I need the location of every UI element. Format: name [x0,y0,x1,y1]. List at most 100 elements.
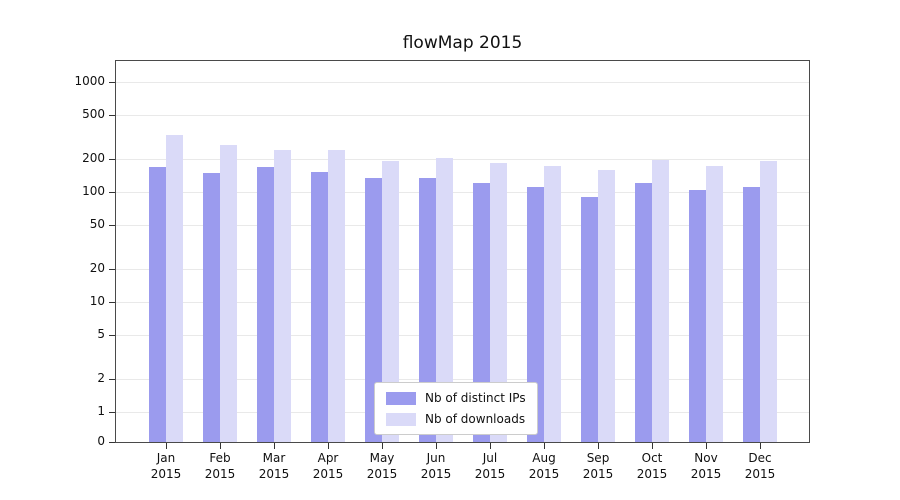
x-tick-year: 2015 [204,467,236,481]
y-tick-label: 10 [89,294,105,308]
x-tick-month: Feb [209,451,231,465]
gridline [116,378,809,380]
legend-label: Nb of distinct IPs [425,391,526,405]
gridline [116,268,809,270]
x-tick-label: Jul 2015 [462,450,518,482]
x-tick-year: 2015 [420,467,452,481]
x-tick-label: Jan 2015 [138,450,194,482]
y-tick-mark [109,192,115,193]
x-tick-label: May 2015 [354,450,410,482]
bar-distinct-ips [365,177,382,442]
x-tick-mark [328,443,329,449]
y-tick-label: 2 [97,370,105,385]
x-tick-mark [598,443,599,449]
x-tick-mark [760,443,761,449]
x-tick-month: Jun [426,451,446,465]
x-tick-year: 2015 [690,467,722,481]
bar-distinct-ips [419,177,436,442]
x-tick-year: 2015 [474,467,506,481]
gridline [116,335,809,337]
legend: Nb of distinct IPs Nb of downloads [374,382,538,435]
x-tick-mark [274,443,275,449]
x-tick-label: Sep 2015 [570,450,626,482]
gridline [116,115,809,117]
gridline [116,302,809,303]
x-tick-year: 2015 [366,467,398,481]
x-tick-mark [382,443,383,449]
legend-swatch [386,391,416,405]
y-tick-label: 1 [97,404,105,418]
x-tick-label: Apr 2015 [300,450,356,482]
y-tick-label: 50 [89,217,105,232]
y-tick-mark [109,378,115,380]
bar-downloads [706,166,723,442]
bar-distinct-ips [203,172,220,442]
legend-row: Nb of downloads [386,412,526,426]
x-tick-month: Jan [156,451,176,465]
x-tick-year: 2015 [312,467,344,481]
bar-distinct-ips [527,186,544,442]
x-axis-labels: Jan 2015 Feb 2015 Mar 2015 Apr 2015 May 2015 Jun 20… [0,450,900,492]
x-tick-mark [166,443,167,449]
bar-distinct-ips [473,183,490,442]
bar-downloads [598,169,615,442]
x-tick-label: Oct 2015 [624,450,680,482]
y-tick-mark [109,158,115,160]
x-tick-year: 2015 [150,467,182,481]
x-tick-year: 2015 [636,467,668,481]
gridline [116,158,809,160]
x-tick-month: Mar [262,451,286,465]
bar-downloads [436,157,453,442]
x-tick-year: 2015 [744,467,776,481]
legend-swatch [386,412,416,426]
bar-distinct-ips [581,197,598,442]
y-tick-mark [109,335,115,337]
x-tick-mark [652,443,653,449]
plot-area: Nb of distinct IPs Nb of downloads [109,60,810,449]
chart-title: flowMap 2015 [402,33,523,53]
y-tick-mark [109,412,115,413]
y-tick-mark [109,268,115,270]
x-tick-mark [706,443,707,449]
bar-distinct-ips [149,166,166,442]
bar-distinct-ips [743,186,760,442]
x-tick-month: Dec [748,451,772,465]
legend-label: Nb of downloads [425,412,526,426]
x-tick-mark [544,443,545,449]
y-tick-label: 100 [82,184,105,198]
y-tick-mark [109,115,115,117]
x-tick-month: Oct [641,451,663,465]
bar-downloads [490,162,507,442]
bar-downloads [382,160,399,442]
x-tick-month: Jul [482,451,498,465]
x-tick-label: Aug 2015 [516,450,572,482]
bar-distinct-ips [257,166,274,442]
x-tick-label: Dec 2015 [732,450,788,482]
y-tick-label: 500 [82,107,105,122]
bar-downloads [220,145,237,442]
x-tick-label: Mar 2015 [246,450,302,482]
x-tick-label: Feb 2015 [192,450,248,482]
bar-distinct-ips [689,189,706,442]
x-tick-month: Aug [532,451,556,465]
bar-distinct-ips [311,172,328,442]
y-axis-labels: 0 1 2 5 10 20 50 100 200 500 1000 [10,61,105,448]
x-tick-month: Sep [586,451,610,465]
x-tick-mark [436,443,437,449]
x-tick-label: Jun 2015 [408,450,464,482]
bar-downloads [328,150,345,442]
x-tick-label: Nov 2015 [678,450,734,482]
y-tick-label: 5 [97,327,105,342]
y-tick-label: 0 [97,434,105,448]
x-tick-year: 2015 [582,467,614,481]
legend-row: Nb of distinct IPs [386,391,526,405]
y-tick-label: 1000 [74,74,105,88]
gridline [116,192,809,193]
y-tick-mark [109,442,115,443]
bar-downloads [760,161,777,442]
x-tick-month: Nov [694,451,718,465]
x-tick-year: 2015 [528,467,560,481]
bar-downloads [274,150,291,442]
y-tick-mark [109,82,115,83]
